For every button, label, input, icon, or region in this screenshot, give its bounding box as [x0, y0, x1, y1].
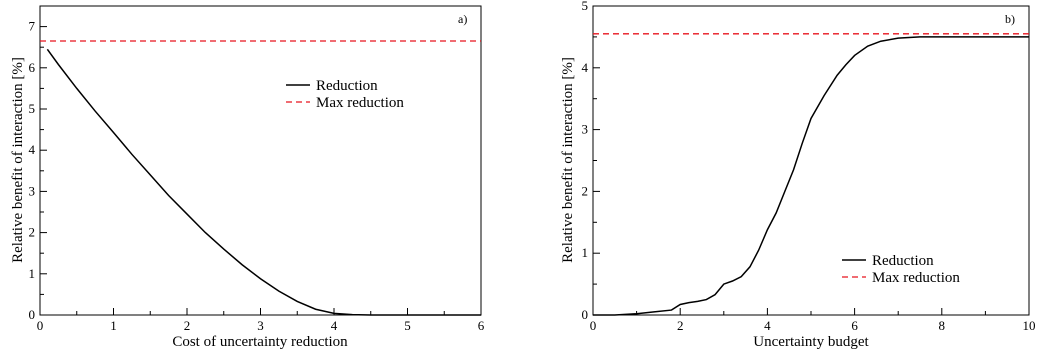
y-tick-label-a: 0 [29, 307, 36, 322]
x-tick-label-a: 2 [184, 318, 191, 333]
plot-frame-b [592, 5, 1030, 316]
x-axis-label-a: Cost of uncertainty reduction [172, 334, 348, 350]
y-tick-label-a: 4 [29, 142, 36, 157]
y-tick-label-a: 5 [29, 101, 36, 116]
legend-label-reduction-a: Reduction [316, 78, 378, 94]
chart-panel-a: a) Cost of uncertainty reduction Relativ… [10, 5, 485, 350]
y-tick-label-a: 2 [29, 225, 36, 240]
panel-label-a: a) [458, 12, 467, 26]
y-tick-label-b: 4 [582, 60, 589, 75]
series-reduction-line-a [46, 48, 481, 316]
x-tick-label-a: 0 [37, 318, 44, 333]
y-axis-label-b: Relative benefit of interaction [%] [560, 57, 576, 263]
legend-b: Reduction Max reduction [842, 253, 960, 286]
y-tick-label-b: 2 [582, 183, 589, 198]
x-tick-label-a: 4 [331, 318, 338, 333]
plot-frame-a [39, 5, 482, 316]
x-tick-label-b: 2 [677, 318, 684, 333]
y-tick-label-b: 1 [582, 245, 589, 260]
legend-a: Reduction Max reduction [286, 78, 404, 111]
y-tick-label-b: 3 [582, 122, 589, 137]
panel-label-b: b) [1005, 12, 1015, 26]
x-tick-label-b: 0 [590, 318, 597, 333]
legend-label-max-a: Max reduction [316, 95, 404, 111]
x-tick-label-b: 10 [1023, 318, 1036, 333]
y-tick-label-b: 5 [582, 0, 589, 13]
y-tick-label-a: 1 [29, 266, 36, 281]
series-reduction-line-b [593, 36, 1029, 316]
legend-label-reduction-b: Reduction [872, 253, 934, 269]
x-tick-label-b: 6 [851, 318, 858, 333]
x-axis-label-b: Uncertainty budget [753, 334, 869, 350]
legend-label-max-b: Max reduction [872, 270, 960, 286]
x-tick-label-a: 1 [110, 318, 117, 333]
x-tick-label-a: 3 [257, 318, 264, 333]
y-tick-label-b: 0 [582, 307, 589, 322]
x-tick-label-b: 8 [939, 318, 946, 333]
chart-panel-b: b) Uncertainty budget Relative benefit o… [560, 0, 1036, 350]
y-axis-label-a: Relative benefit of interaction [%] [10, 57, 26, 263]
y-tick-label-a: 6 [29, 60, 36, 75]
y-tick-label-a: 3 [29, 183, 36, 198]
x-tick-label-a: 5 [404, 318, 411, 333]
y-tick-label-a: 7 [29, 19, 36, 34]
x-tick-label-a: 6 [478, 318, 485, 333]
x-tick-label-b: 4 [764, 318, 771, 333]
